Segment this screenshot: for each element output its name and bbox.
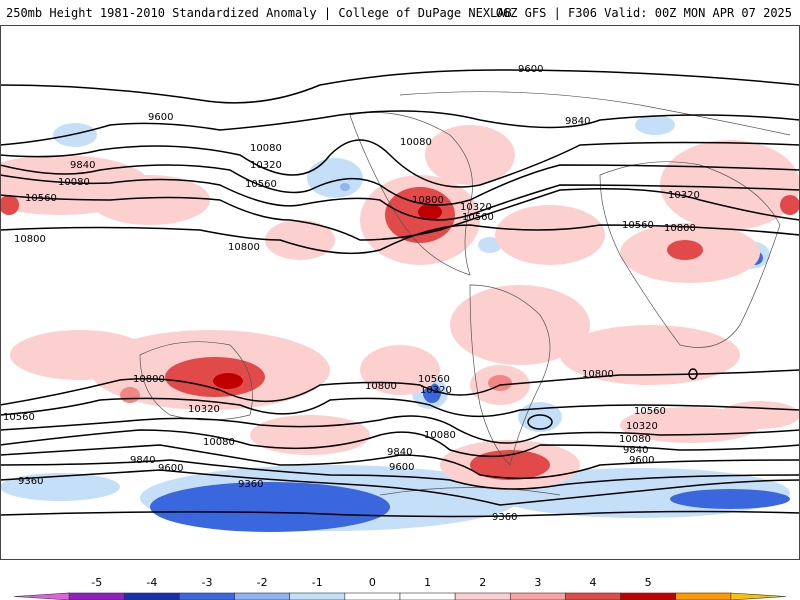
colorbar-bin xyxy=(179,592,235,600)
colorbar-tick-label: 3 xyxy=(534,576,541,589)
contour-label: 9840 xyxy=(130,455,155,466)
colorbar-bin xyxy=(399,592,456,600)
contour-label: 10320 xyxy=(460,202,492,213)
contour-label: 10800 xyxy=(412,195,444,206)
colorbar-tick-label: -5 xyxy=(91,576,102,589)
contour-label: 10800 xyxy=(664,223,696,234)
colorbar-bin xyxy=(730,592,787,600)
contour-label: 10080 xyxy=(58,177,90,188)
contour-label: 10560 xyxy=(634,406,666,417)
contour-label: 10560 xyxy=(245,179,277,190)
contour-label: 9360 xyxy=(18,476,43,487)
contour-label: 9600 xyxy=(518,64,543,75)
contour-label: 9840 xyxy=(565,116,590,127)
colorbar-bin xyxy=(344,592,401,600)
height-contours xyxy=(0,69,800,518)
contour-labels: 9600 9600 9840 9840 10080 10080 10080 10… xyxy=(3,64,700,523)
contour-label: 10800 xyxy=(365,381,397,392)
contour-label: 9600 xyxy=(629,455,654,466)
anomaly-map: 9600 9600 9840 9840 10080 10080 10080 10… xyxy=(0,25,800,560)
contour-label: 9360 xyxy=(238,479,263,490)
colorbar-tick-label: 5 xyxy=(645,576,652,589)
contour-label: 10080 xyxy=(203,437,235,448)
map-title: 250mb Height 1981-2010 Standardized Anom… xyxy=(6,6,512,20)
contour-label: 10320 xyxy=(250,160,282,171)
negative-anomaly-shading xyxy=(0,115,790,532)
positive-anomaly-shading xyxy=(0,125,800,490)
contour-label: 10560 xyxy=(418,374,450,385)
colorbar-ticks: -5 -4 -3 -2 -1 0 1 2 3 4 5 xyxy=(91,576,651,589)
contour-label: 10800 xyxy=(133,374,165,385)
colorbar-bin xyxy=(289,592,346,600)
colorbar: -5 -4 -3 -2 -1 0 1 2 3 4 5 xyxy=(13,576,787,600)
contour-label: 10320 xyxy=(668,190,700,201)
colorbar-tick-label: 1 xyxy=(424,576,431,589)
contour-label: 10800 xyxy=(228,242,260,253)
contour-label: 9600 xyxy=(389,462,414,473)
contour-label: 9360 xyxy=(492,512,517,523)
contour-label: 10080 xyxy=(619,434,651,445)
colorbar-bin xyxy=(565,592,621,600)
colorbar-bin xyxy=(509,592,566,600)
colorbar-tick-label: 4 xyxy=(590,576,597,589)
colorbar-tick-label: 2 xyxy=(479,576,486,589)
colorbar-tick-label: -4 xyxy=(146,576,157,589)
colorbar-bin xyxy=(123,592,180,600)
contour-label: 9600 xyxy=(148,112,173,123)
contour-label: 9840 xyxy=(623,445,648,456)
colorbar-bin xyxy=(234,592,291,600)
colorbar-bin xyxy=(620,592,677,600)
colorbar-tick-label: -1 xyxy=(312,576,323,589)
colorbar-tick-label: 0 xyxy=(369,576,376,589)
contour-label: 10800 xyxy=(582,369,614,380)
contour-label: 10320 xyxy=(626,421,658,432)
contour-label: 10560 xyxy=(622,220,654,231)
contour-label: 9840 xyxy=(70,160,95,171)
colorbar-tick-label: -3 xyxy=(202,576,213,589)
contour-label: 10080 xyxy=(400,137,432,148)
colorbar-bin xyxy=(675,592,732,600)
contour-label: 10320 xyxy=(420,385,452,396)
colorbar-tick-label: -2 xyxy=(257,576,268,589)
contour-label: 10560 xyxy=(3,412,35,423)
colorbar-bin xyxy=(13,592,70,600)
contour-label: 10080 xyxy=(424,430,456,441)
contour-label: 9600 xyxy=(158,463,183,474)
colorbar-bin xyxy=(68,592,125,600)
contour-label: 10560 xyxy=(462,212,494,223)
contour-label: 10800 xyxy=(14,234,46,245)
model-run-info: 06Z GFS | F306 Valid: 00Z MON APR 07 202… xyxy=(495,6,792,20)
contour-label: 10320 xyxy=(188,404,220,415)
contour-label: 10080 xyxy=(250,143,282,154)
contour-label: 10560 xyxy=(25,193,57,204)
colorbar-bins xyxy=(13,592,787,600)
contour-label: 9840 xyxy=(387,447,412,458)
colorbar-bin xyxy=(454,592,511,600)
